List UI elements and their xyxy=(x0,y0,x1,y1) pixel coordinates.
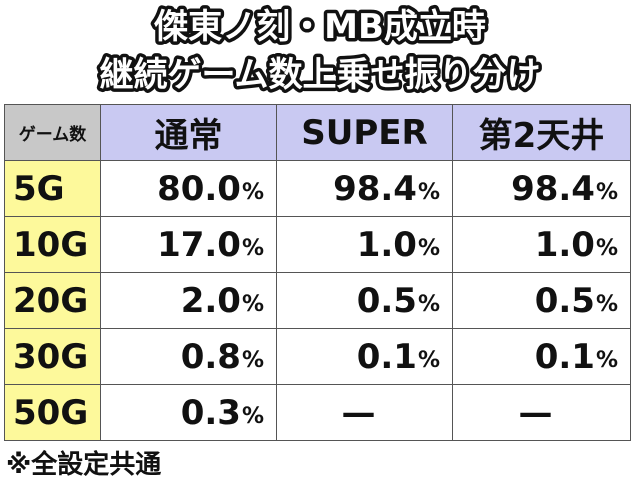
cell-value: 1.0 xyxy=(356,224,417,265)
header-text: ゲーム数 xyxy=(18,125,87,145)
cell-unit: % xyxy=(241,348,264,373)
cell-unit: % xyxy=(595,292,618,317)
row-header: 30G xyxy=(4,328,101,385)
value-cell: 1.0% xyxy=(452,216,631,273)
value-cell: 80.0% xyxy=(100,160,277,217)
row-header: 50G xyxy=(4,384,101,441)
cell-unit: % xyxy=(417,180,440,205)
cell-unit: % xyxy=(241,292,264,317)
column-header: ゲーム数 xyxy=(4,104,101,161)
cell-value: 0.1 xyxy=(534,336,595,377)
row-header: 20G xyxy=(4,272,101,329)
value-cell: 98.4% xyxy=(452,160,631,217)
value-cell: 0.3% xyxy=(100,384,277,441)
title-line: 傑東ノ刻・MB成立時 xyxy=(153,7,486,47)
title-line: 継続ゲーム数上乗せ振り分け xyxy=(100,55,541,95)
cell-unit: % xyxy=(417,348,440,373)
cell-value: 0.3 xyxy=(180,392,241,433)
header-text: 第2天井 xyxy=(478,116,605,156)
value-cell: 98.4% xyxy=(276,160,453,217)
column-header: 通常 xyxy=(100,104,277,161)
header-text: SUPER xyxy=(301,112,428,153)
value-cell: 17.0% xyxy=(100,216,277,273)
value-cell: 0.8% xyxy=(100,328,277,385)
cell-value: — xyxy=(518,392,553,433)
cell-value: — xyxy=(341,392,376,433)
row-header: 10G xyxy=(4,216,101,273)
value-cell: 1.0% xyxy=(276,216,453,273)
cell-unit: % xyxy=(595,180,618,205)
cell-value: 0.8 xyxy=(180,336,241,377)
cell-unit: % xyxy=(417,292,440,317)
cell-unit: % xyxy=(595,236,618,261)
cell-unit: % xyxy=(241,404,264,429)
cell-unit: % xyxy=(241,180,264,205)
row-label: 10G xyxy=(13,224,89,265)
cell-value: 98.4 xyxy=(511,168,595,209)
cell-unit: % xyxy=(595,348,618,373)
cell-value: 17.0 xyxy=(157,224,241,265)
footnote: ※全設定共通 xyxy=(6,450,162,480)
value-cell: — xyxy=(276,384,453,441)
cell-value: 1.0 xyxy=(534,224,595,265)
row-label: 30G xyxy=(13,336,89,377)
cell-value: 0.1 xyxy=(356,336,417,377)
row-label: 5G xyxy=(13,168,65,209)
value-cell: 2.0% xyxy=(100,272,277,329)
cell-value: 0.5 xyxy=(534,280,595,321)
cell-unit: % xyxy=(417,236,440,261)
value-cell: 0.5% xyxy=(276,272,453,329)
row-header: 5G xyxy=(4,160,101,217)
value-cell: — xyxy=(452,384,631,441)
value-cell: 0.1% xyxy=(452,328,631,385)
cell-value: 0.5 xyxy=(356,280,417,321)
value-cell: 0.1% xyxy=(276,328,453,385)
cell-unit: % xyxy=(241,236,264,261)
cell-value: 98.4 xyxy=(333,168,417,209)
value-cell: 0.5% xyxy=(452,272,631,329)
cell-value: 80.0 xyxy=(157,168,241,209)
row-label: 20G xyxy=(13,280,89,321)
title-area: 傑東ノ刻・MB成立時 継続ゲーム数上乗せ振り分け xyxy=(96,4,544,99)
column-header: SUPER xyxy=(276,104,453,161)
header-text: 通常 xyxy=(154,116,223,156)
cell-value: 2.0 xyxy=(180,280,241,321)
column-header: 第2天井 xyxy=(452,104,631,161)
row-label: 50G xyxy=(13,392,89,433)
